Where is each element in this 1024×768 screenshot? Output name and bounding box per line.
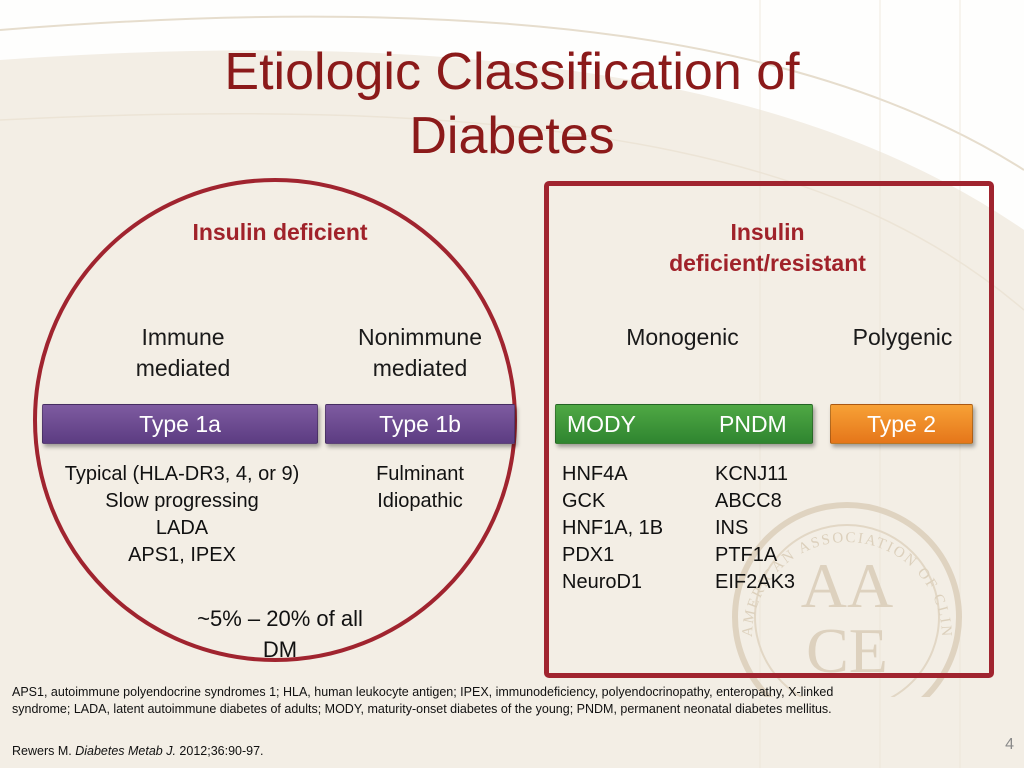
list-item: ABCC8 xyxy=(715,490,782,512)
mody-label: MODY xyxy=(567,411,636,437)
category-monogenic: Monogenic xyxy=(626,324,739,350)
svg-text:AA: AA xyxy=(801,550,893,621)
citation: Rewers M. Diabetes Metab J. 2012;36:90-9… xyxy=(12,743,264,760)
list-item: INS xyxy=(715,517,749,539)
list-item: APS1, IPEX xyxy=(128,544,236,566)
citation-author: Rewers M. xyxy=(12,744,76,758)
aace-seal-watermark: AMERICAN ASSOCIATION OF CLINICAL ENDOCRI… xyxy=(712,487,962,697)
list-item: Slow progressing xyxy=(105,490,259,512)
list-item: Fulminant xyxy=(376,463,464,485)
list-item: PDX1 xyxy=(562,544,615,566)
group-label-insulin-deficient: Insulin deficient xyxy=(192,219,368,245)
category-polygenic: Polygenic xyxy=(852,324,953,350)
abbreviations-footnote: APS1, autoimmune polyendocrine syndromes… xyxy=(12,685,834,716)
list-item: LADA xyxy=(155,517,209,539)
pndm-gene-list: KCNJ11 ABCC8 INS PTF1A EIF2AK3 xyxy=(715,461,795,596)
type-2-bar: Type 2 xyxy=(830,404,973,444)
group-label-insulin-deficient-resistant: Insulin deficient/resistant xyxy=(669,219,866,276)
category-nonimmune-mediated: Nonimmune mediated xyxy=(358,324,482,381)
insulin-deficient-circle xyxy=(33,178,517,662)
list-item: HNF4A xyxy=(562,463,628,485)
list-item: KCNJ11 xyxy=(715,463,788,485)
citation-journal: Diabetes Metab J. xyxy=(75,744,176,758)
list-item: Idiopathic xyxy=(377,490,463,512)
type-1b-list: Fulminant Idiopathic xyxy=(345,461,495,515)
mody-pndm-bar: MODY PNDM xyxy=(555,404,813,444)
page-number: 4 xyxy=(1005,736,1014,753)
citation-details: 2012;36:90-97. xyxy=(175,744,264,758)
list-item: EIF2AK3 xyxy=(715,571,796,593)
slide-title: Etiologic Classification of Diabetes xyxy=(224,43,800,165)
type-1a-list: Typical (HLA-DR3, 4, or 9) Slow progress… xyxy=(42,461,322,569)
list-item: HNF1A, 1B xyxy=(562,517,664,539)
percent-note: ~5% – 20% of all DM xyxy=(197,606,363,662)
type-1b-bar: Type 1b xyxy=(325,404,515,444)
category-immune-mediated: Immune mediated xyxy=(135,324,231,381)
pndm-label: PNDM xyxy=(719,411,787,437)
insulin-deficient-resistant-box xyxy=(544,181,994,678)
mody-gene-list: HNF4A GCK HNF1A, 1B PDX1 NeuroD1 xyxy=(562,461,663,596)
list-item: NeuroD1 xyxy=(562,571,643,593)
list-item: PTF1A xyxy=(715,544,778,566)
list-item: GCK xyxy=(562,490,606,512)
type-1a-bar: Type 1a xyxy=(42,404,318,444)
list-item: Typical (HLA-DR3, 4, or 9) xyxy=(64,463,300,485)
